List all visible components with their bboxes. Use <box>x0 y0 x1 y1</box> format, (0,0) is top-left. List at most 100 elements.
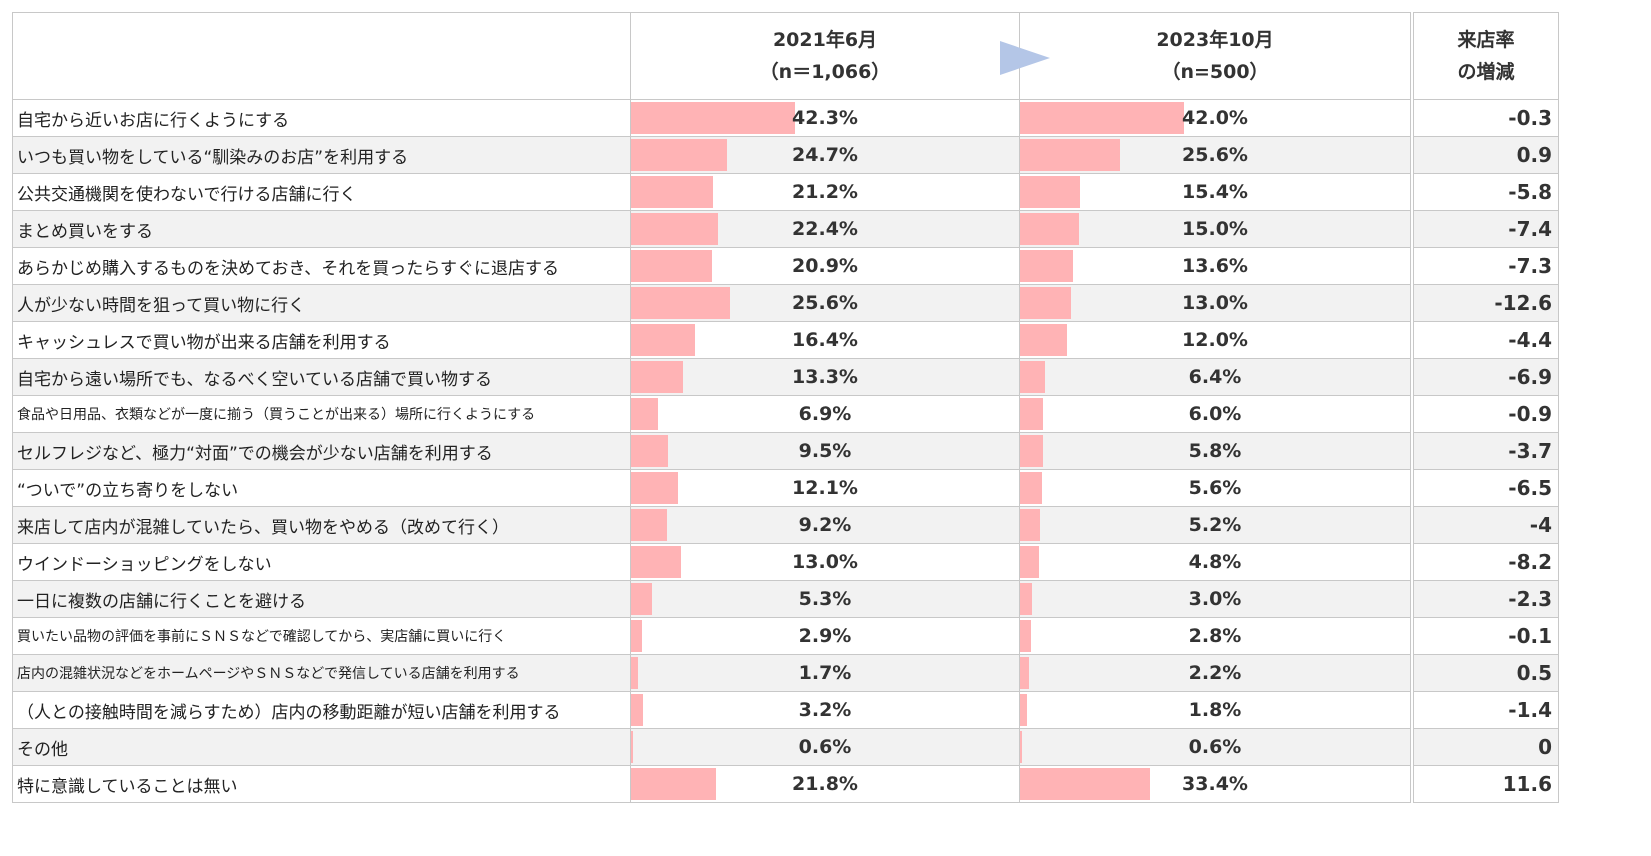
bar-2023 <box>1020 620 1031 652</box>
row-label: “ついで”の立ち寄りをしない <box>12 469 631 507</box>
value-label-2021: 25.6% <box>792 292 858 314</box>
bar-cell-2023: 5.8% <box>1019 432 1411 470</box>
header-2023: 2023年10月 （n=500） <box>1019 12 1411 100</box>
table-row: 特に意識していることは無い 21.8% 33.4% 11.6 <box>12 765 1559 803</box>
bar-2023 <box>1020 102 1184 134</box>
bar-2021 <box>631 139 727 171</box>
arrow-right-icon <box>1000 41 1050 75</box>
diff-value: 0.5 <box>1413 654 1559 692</box>
diff-value: -3.7 <box>1413 432 1559 470</box>
header-diff-line2: の増減 <box>1457 61 1515 83</box>
bar-cell-2021: 0.6% <box>630 728 1020 766</box>
bar-cell-2023: 4.8% <box>1019 543 1411 581</box>
bar-2023 <box>1020 583 1032 615</box>
bar-2023 <box>1020 694 1028 726</box>
bar-cell-2021: 21.2% <box>630 173 1020 211</box>
header-diff-line1: 来店率 <box>1457 29 1515 51</box>
value-label-2021: 9.2% <box>798 514 852 536</box>
value-label-2023: 13.6% <box>1182 255 1248 277</box>
value-label-2021: 0.6% <box>798 736 852 758</box>
diff-value: 11.6 <box>1413 765 1559 803</box>
row-label: （人との接触時間を減らすため）店内の移動距離が短い店舗を利用する <box>12 691 631 729</box>
bar-2021 <box>631 472 678 504</box>
bar-2021 <box>631 102 796 134</box>
header-2023-date: 2023年10月 <box>1156 29 1274 51</box>
value-label-2021: 24.7% <box>792 144 858 166</box>
bar-2023 <box>1020 509 1041 541</box>
bar-2023 <box>1020 176 1081 208</box>
diff-value: -4.4 <box>1413 321 1559 359</box>
bar-cell-2023: 15.4% <box>1019 173 1411 211</box>
diff-value: -6.5 <box>1413 469 1559 507</box>
value-label-2023: 5.6% <box>1188 477 1242 499</box>
value-label-2021: 3.2% <box>798 699 852 721</box>
bar-cell-2023: 2.8% <box>1019 617 1411 655</box>
row-label: セルフレジなど、極力“対面”での機会が少ない店舗を利用する <box>12 432 631 470</box>
bar-cell-2021: 13.0% <box>630 543 1020 581</box>
bar-2021 <box>631 398 658 430</box>
bar-2023 <box>1020 546 1039 578</box>
row-label: いつも買い物をしている“馴染みのお店”を利用する <box>12 136 631 174</box>
table-row: 人が少ない時間を狙って買い物に行く 25.6% 13.0% -12.6 <box>12 284 1559 322</box>
bar-2023 <box>1020 324 1067 356</box>
bar-2021 <box>631 435 668 467</box>
value-label-2023: 13.0% <box>1182 292 1248 314</box>
bar-2021 <box>631 324 695 356</box>
diff-value: -1.4 <box>1413 691 1559 729</box>
value-label-2021: 13.0% <box>792 551 858 573</box>
row-label: キャッシュレスで買い物が出来る店舗を利用する <box>12 321 631 359</box>
table-row: いつも買い物をしている“馴染みのお店”を利用する 24.7% 25.6% 0.9 <box>12 136 1559 174</box>
table-body: 自宅から近いお店に行くようにする 42.3% 42.0% -0.3 いつも買い物をしてい… <box>12 99 1559 803</box>
table-row: “ついで”の立ち寄りをしない 12.1% 5.6% -6.5 <box>12 469 1559 507</box>
row-label: 人が少ない時間を狙って買い物に行く <box>12 284 631 322</box>
bar-2023 <box>1020 139 1120 171</box>
table-row: 自宅から遠い場所でも、なるべく空いている店舗で買い物する 13.3% 6.4% -6.… <box>12 358 1559 396</box>
value-label-2021: 12.1% <box>792 477 858 499</box>
row-label: 自宅から遠い場所でも、なるべく空いている店舗で買い物する <box>12 358 631 396</box>
bar-cell-2023: 2.2% <box>1019 654 1411 692</box>
bar-cell-2023: 5.2% <box>1019 506 1411 544</box>
bar-2023 <box>1020 213 1079 245</box>
value-label-2023: 1.8% <box>1188 699 1242 721</box>
header-2021: 2021年6月 （n＝1,066） <box>630 12 1020 100</box>
row-label: 自宅から近いお店に行くようにする <box>12 99 631 137</box>
header-2021-n: （n＝1,066） <box>759 61 891 83</box>
bar-cell-2021: 5.3% <box>630 580 1020 618</box>
bar-2021 <box>631 583 652 615</box>
bar-cell-2023: 12.0% <box>1019 321 1411 359</box>
bar-2023 <box>1020 398 1044 430</box>
bar-2021 <box>631 694 644 726</box>
bar-2023 <box>1020 435 1043 467</box>
bar-cell-2021: 2.9% <box>630 617 1020 655</box>
survey-table-container: 2021年6月 （n＝1,066） 2023年10月 （n=500） 来店率 の… <box>12 12 1559 803</box>
table-row: キャッシュレスで買い物が出来る店舗を利用する 16.4% 12.0% -4.4 <box>12 321 1559 359</box>
table-row: 一日に複数の店舗に行くことを避ける 5.3% 3.0% -2.3 <box>12 580 1559 618</box>
header-row: 2021年6月 （n＝1,066） 2023年10月 （n=500） 来店率 の… <box>12 12 1559 100</box>
bar-cell-2021: 12.1% <box>630 469 1020 507</box>
bar-cell-2021: 9.2% <box>630 506 1020 544</box>
diff-value: -6.9 <box>1413 358 1559 396</box>
header-label-cell <box>12 12 631 100</box>
table-row: ウインドーショッピングをしない 13.0% 4.8% -8.2 <box>12 543 1559 581</box>
table-row: 公共交通機関を使わないで行ける店舗に行く 21.2% 15.4% -5.8 <box>12 173 1559 211</box>
value-label-2023: 15.4% <box>1182 181 1248 203</box>
value-label-2023: 5.2% <box>1188 514 1242 536</box>
row-label: あらかじめ購入するものを決めておき、それを買ったらすぐに退店する <box>12 247 631 285</box>
bar-cell-2023: 13.0% <box>1019 284 1411 322</box>
table-row: 食品や日用品、衣類などが一度に揃う（買うことが出来る）場所に行くようにする 6.9… <box>12 395 1559 433</box>
row-label: 買いたい品物の評価を事前にＳＮＳなどで確認してから、実店舗に買いに行く <box>12 617 631 655</box>
bar-cell-2021: 42.3% <box>630 99 1020 137</box>
bar-cell-2021: 3.2% <box>630 691 1020 729</box>
bar-cell-2023: 0.6% <box>1019 728 1411 766</box>
bar-cell-2023: 33.4% <box>1019 765 1411 803</box>
bar-cell-2023: 1.8% <box>1019 691 1411 729</box>
value-label-2021: 5.3% <box>798 588 852 610</box>
bar-2021 <box>631 509 667 541</box>
table-row: 来店して店内が混雑していたら、買い物をやめる（改めて行く） 9.2% 5.2% -4 <box>12 506 1559 544</box>
value-label-2023: 0.6% <box>1188 736 1242 758</box>
table-row: （人との接触時間を減らすため）店内の移動距離が短い店舗を利用する 3.2% 1.8%… <box>12 691 1559 729</box>
diff-value: -7.4 <box>1413 210 1559 248</box>
bar-cell-2021: 13.3% <box>630 358 1020 396</box>
bar-2021 <box>631 546 682 578</box>
value-label-2021: 2.9% <box>798 625 852 647</box>
